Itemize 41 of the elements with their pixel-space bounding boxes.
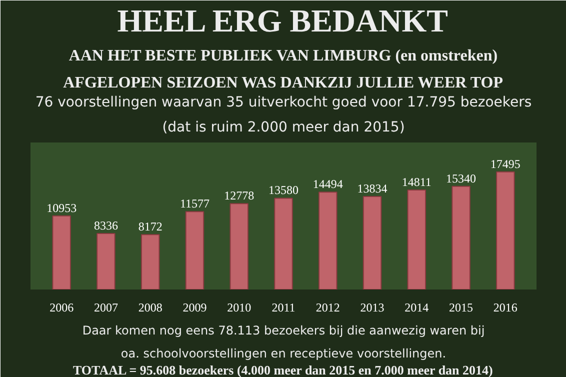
text: 76 voorstellingen waarvan 35 uitverkocht goed voor 17.795 bezoekers xyxy=(35,94,532,110)
data-label: 14494 xyxy=(312,177,343,192)
x-tick-label: 2007 xyxy=(94,300,118,314)
bar xyxy=(52,215,71,290)
x-tick-label: 2016 xyxy=(493,300,518,314)
data-label: 13834 xyxy=(357,182,388,196)
data-label: 14811 xyxy=(402,174,432,189)
bar xyxy=(318,192,338,290)
bar xyxy=(96,232,116,290)
bar xyxy=(362,196,382,290)
x-tick-label: 2010 xyxy=(227,300,252,314)
bar xyxy=(185,211,204,290)
x-tick-label: 2012 xyxy=(316,300,340,314)
text: Daar komen nog eens 78.113 bezoekers bij die aanwezig waren bij xyxy=(82,324,485,338)
bar xyxy=(496,171,515,290)
data-label: 10953 xyxy=(46,200,77,215)
x-tick-label: 2009 xyxy=(182,300,207,314)
bar xyxy=(230,203,248,290)
data-label: 11577 xyxy=(180,196,210,211)
chart-subtitle: AAN HET BESTE PUBLIEK VAN LIMBURG (en omstreken) xyxy=(68,48,498,64)
x-tick-label: 2006 xyxy=(50,300,74,314)
data-label: 15340 xyxy=(446,171,476,186)
data-label: 13580 xyxy=(268,183,298,198)
bar xyxy=(452,186,470,290)
text: AFGELOPEN SEIZOEN WAS DANKZIJ JULLIE WEER TOP xyxy=(63,74,504,92)
text: oa. schoolvoorstellingen en receptieve voorstellingen. xyxy=(120,346,446,360)
x-tick-label: 2014 xyxy=(404,300,429,314)
text: (dat is ruim 2.000 meer dan 2015) xyxy=(162,120,405,136)
bar xyxy=(407,189,426,290)
data-label: 12778 xyxy=(224,188,254,203)
x-tick-label: 2008 xyxy=(138,300,162,314)
bar xyxy=(274,198,293,290)
data-label: 8336 xyxy=(94,218,118,232)
x-tick-label: 2015 xyxy=(449,300,474,314)
x-tick-label: 2011 xyxy=(272,300,296,314)
data-label: 17495 xyxy=(490,156,520,171)
x-tick-label: 2013 xyxy=(360,300,384,314)
bar xyxy=(140,234,160,290)
data-label: 8172 xyxy=(138,220,162,234)
chart-title: HEEL ERG BEDANKT xyxy=(117,2,448,38)
text: TOTAAL = 95.608 bezoekers (4.000 meer dan 2015 en 7.000 meer dan 2014) xyxy=(72,362,493,377)
